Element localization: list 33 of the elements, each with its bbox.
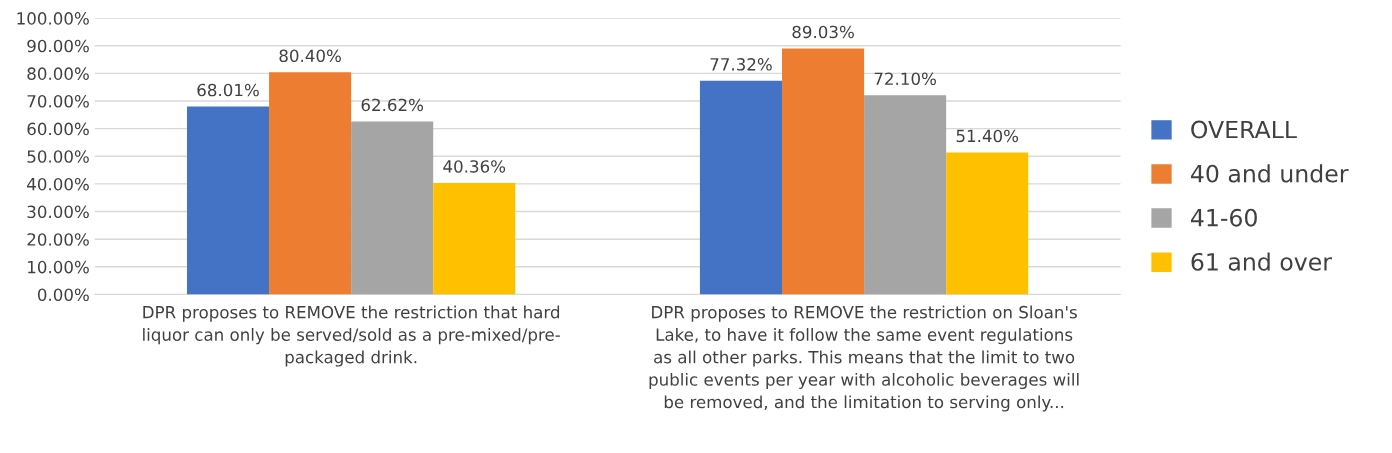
bar — [946, 152, 1029, 295]
y-tick-label: 100.00% — [17, 12, 89, 25]
y-tick-label: 10.00% — [28, 260, 89, 274]
data-label: 40.36% — [443, 160, 506, 173]
data-label: 68.01% — [197, 83, 259, 97]
data-label: 89.03% — [792, 25, 854, 39]
bar — [186, 106, 270, 295]
y-tick-label: 70.00% — [27, 94, 89, 108]
bar — [433, 182, 516, 295]
bar — [699, 80, 783, 295]
y-tick-label: 80.00% — [27, 67, 89, 80]
legend-label: 40 and under — [1191, 164, 1349, 183]
x-tick-label: DPR proposes to REMOVE the restriction that hard liquor can only be served/sold as a pre-mixed/pre- packaged drink. — [143, 305, 560, 367]
legend-label: 61 and over — [1191, 252, 1332, 271]
y-tick-label: 60.00% — [27, 122, 89, 136]
bar — [864, 95, 947, 295]
y-tick-label: 20.00% — [27, 233, 89, 246]
data-label: 72.10% — [874, 72, 936, 86]
data-label: 51.40% — [956, 129, 1019, 143]
data-label: 80.40% — [279, 49, 341, 63]
legend-label: 41-60 — [1191, 208, 1257, 227]
bar — [269, 72, 352, 295]
x-tick-label: DPR proposes to REMOVE the restriction on Sloan's Lake, to have it follow the same event regulations as all other parks. This means that the limit to two public events per year with alcoholic beverages will be removed, and the limitation to serving only... — [649, 305, 1079, 412]
bar — [351, 121, 434, 295]
bar — [782, 48, 865, 295]
legend-label: OVERALL — [1191, 120, 1297, 139]
y-tick-label: 90.00% — [27, 39, 89, 53]
data-label: 62.62% — [361, 98, 424, 112]
y-tick-label: 0.00% — [37, 288, 89, 302]
data-label: 77.32% — [710, 58, 772, 71]
y-tick-label: 50.00% — [27, 150, 89, 163]
y-tick-label: 30.00% — [27, 205, 89, 219]
y-tick-label: 40.00% — [27, 177, 89, 191]
